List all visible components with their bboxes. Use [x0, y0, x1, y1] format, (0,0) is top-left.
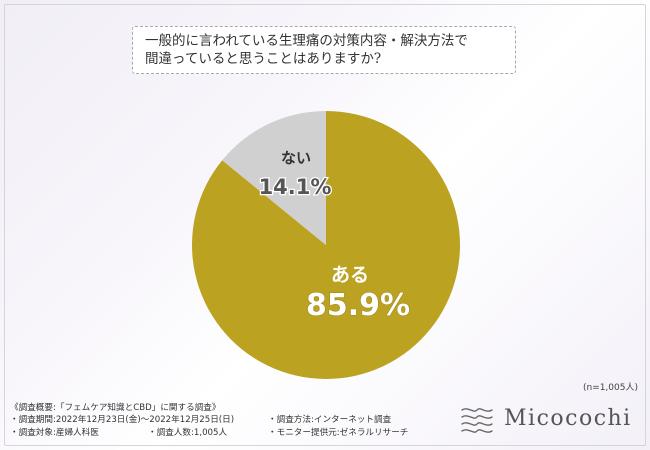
question-box: 一般的に言われている生理痛の対策内容・解決方法で 間違っていると思うことはありま…	[132, 26, 516, 74]
survey-provider: ・モニター提供元:ゼネラルリサーチ	[268, 427, 409, 438]
question-line-2: 間違っていると思うことはありますか?	[145, 51, 382, 67]
slice-label-aru: ある	[331, 264, 369, 286]
survey-overview: 《調査概要:「フェムケア知識とCBD」に関する調査》	[10, 403, 221, 413]
survey-target: ・調査対象:産婦人科医	[10, 427, 99, 438]
sample-size-note: (n=1,005人)	[582, 383, 638, 393]
survey-method: ・調査方法:インターネット調査	[268, 415, 392, 426]
micocochi-logo-icon	[461, 408, 493, 433]
slice-value-aru: 85.9%	[306, 288, 410, 323]
survey-count: ・調査人数:1,005人	[148, 427, 228, 438]
question-line-1: 一般的に言われている生理痛の対策内容・解決方法で	[145, 33, 468, 49]
logo-wordmark: Micocochi	[504, 406, 632, 431]
slice-value-nai: 14.1%	[259, 175, 332, 199]
survey-period: ・調査期間:2022年12月23日(金)〜2022年12月25日(日)	[10, 415, 235, 426]
slice-label-nai: ない	[281, 149, 311, 167]
micocochi-logo: Micocochi	[458, 404, 638, 438]
pie-slice-nai	[222, 110, 326, 245]
